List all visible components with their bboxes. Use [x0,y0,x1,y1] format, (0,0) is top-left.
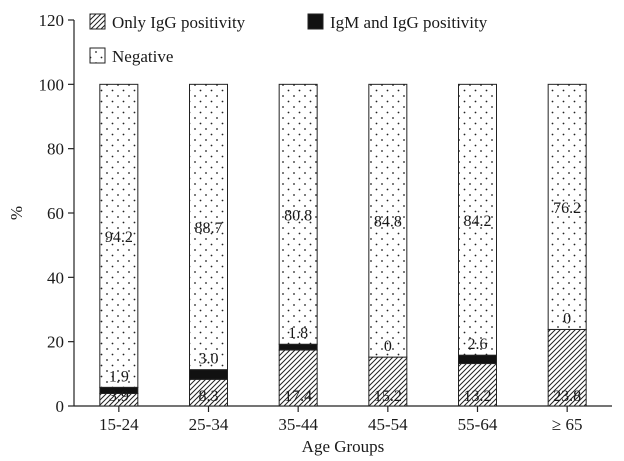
data-label: 84.2 [464,213,492,230]
y-axis-ticks: 0 20 40 60 80 100 120 [39,11,74,416]
data-label: 15.2 [374,388,402,405]
legend-swatch-igm-igg [307,13,324,30]
data-label: 8.3 [199,388,219,405]
data-label: 13.2 [464,388,492,405]
x-tick-label: 15-24 [99,415,139,434]
data-label: 88.7 [195,220,223,237]
legend-swatch-only-igg [89,13,106,30]
x-axis-ticks: 15-24 25-34 35-44 45-54 55-64 ≥ 65 [99,406,582,434]
bars [99,83,587,407]
y-tick-label: 40 [47,268,64,287]
legend-label-only-igg: Only IgG positivity [112,13,246,32]
data-label: 94.2 [105,229,133,246]
x-axis-label: Age Groups [302,437,385,456]
data-label: 84.8 [374,214,402,231]
bar-segment-igm-igg [458,354,497,365]
data-label: 0 [384,338,392,355]
legend-label-negative: Negative [112,47,173,66]
data-label: 80.8 [284,207,312,224]
data-label: 3.9 [109,388,129,405]
y-tick-label: 80 [47,140,64,159]
data-label: 23.8 [553,388,581,405]
x-tick-label: 55-64 [458,415,498,434]
bar-segment-igm-igg [189,369,228,380]
data-label: 17.4 [284,388,312,405]
bar-segment-only-igg [547,328,587,407]
legend-label-igm-igg: IgM and IgG positivity [330,13,488,32]
bar-segment-negative [99,83,139,388]
y-tick-label: 0 [56,397,65,416]
legend: Only IgG positivity IgM and IgG positivi… [89,13,488,66]
data-label: 1.9 [109,368,129,385]
bar-segment-negative [189,83,228,371]
y-axis-label: % [7,206,26,220]
data-label: 2.6 [468,336,488,353]
bar-segment-negative [278,83,318,345]
data-label: 0 [563,310,571,327]
x-tick-label: 45-54 [368,415,408,434]
x-tick-label: 25-34 [189,415,229,434]
bar-segment-negative [458,83,497,356]
bar-segment-only-igg [189,378,228,407]
y-tick-label: 100 [39,75,65,94]
x-tick-label: ≥ 65 [552,415,583,434]
bar-segment-only-igg [458,363,497,407]
data-label: 1.8 [288,325,308,342]
x-tick-label: 35-44 [278,415,318,434]
y-tick-label: 20 [47,333,64,352]
bar-segment-negative [368,83,408,358]
legend-swatch-negative [89,47,106,64]
data-label: 76.2 [553,200,581,217]
bar-segment-negative [547,83,587,330]
y-tick-label: 60 [47,204,64,223]
data-label: 3.0 [199,351,219,368]
y-tick-label: 120 [39,11,65,30]
data-labels: 3.9 1.9 94.2 8.3 3.0 88.7 17.4 1.8 80.8 15.2 0 84.8… [105,200,581,405]
bar-segment-igm-igg [278,343,318,351]
